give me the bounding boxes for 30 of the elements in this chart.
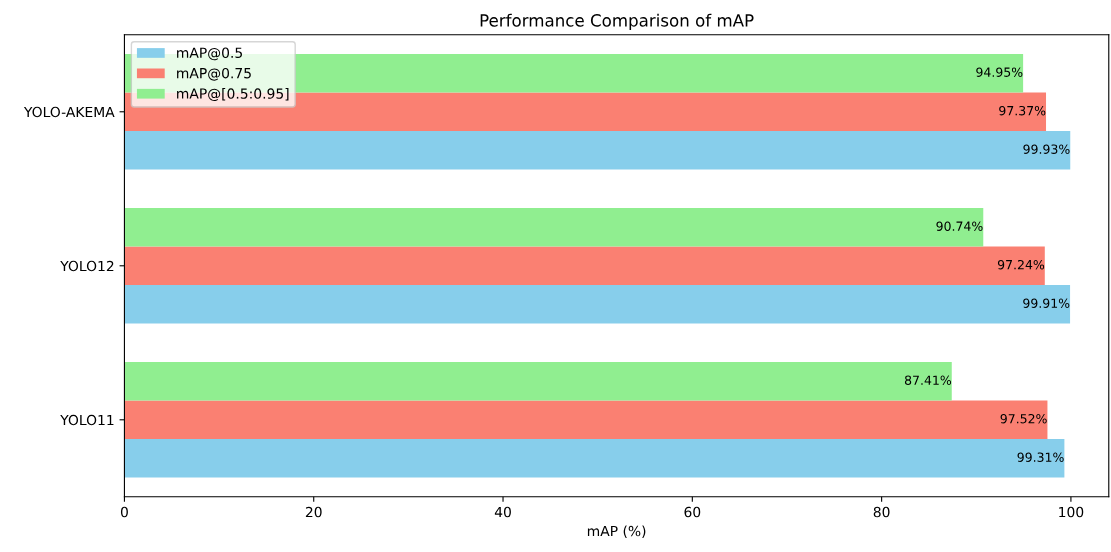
bar (124, 285, 1071, 324)
data-label: 97.24% (997, 259, 1045, 270)
data-label: 90.74% (936, 221, 983, 231)
bar (124, 208, 984, 247)
x-axis-title: mAP (%) (587, 525, 646, 538)
x-tick-label: 100 (1059, 506, 1084, 518)
x-tick-label: 60 (684, 506, 701, 518)
y-tick-label: YOLO12 (60, 260, 114, 272)
legend-label: mAP@0.75 (177, 67, 251, 81)
x-tick-label: 20 (305, 506, 322, 518)
bar (124, 400, 1048, 440)
data-label: 99.93% (1023, 144, 1070, 154)
x-tick-label: 80 (873, 506, 890, 518)
data-label: 99.91% (1023, 298, 1070, 308)
data-label: 94.95% (976, 67, 1023, 77)
x-tick-label: 40 (494, 506, 511, 518)
bar (124, 362, 952, 401)
legend-label: mAP@[0.5:0.95] (177, 88, 289, 102)
chart-title: Performance Comparison of mAP (480, 13, 754, 30)
y-tick-label: YOLO-AKEMA (23, 106, 115, 118)
data-label: 99.31% (1017, 452, 1064, 462)
data-label: 87.41% (904, 375, 952, 385)
bar (124, 131, 1071, 170)
data-label: 97.52% (1000, 413, 1047, 424)
bar (124, 246, 1045, 286)
legend-label: mAP@0.5 (177, 47, 242, 61)
bar (124, 439, 1065, 478)
data-label: 97.37% (999, 105, 1046, 116)
y-tick-label: YOLO11 (60, 414, 114, 426)
x-tick-label: 0 (120, 506, 128, 518)
